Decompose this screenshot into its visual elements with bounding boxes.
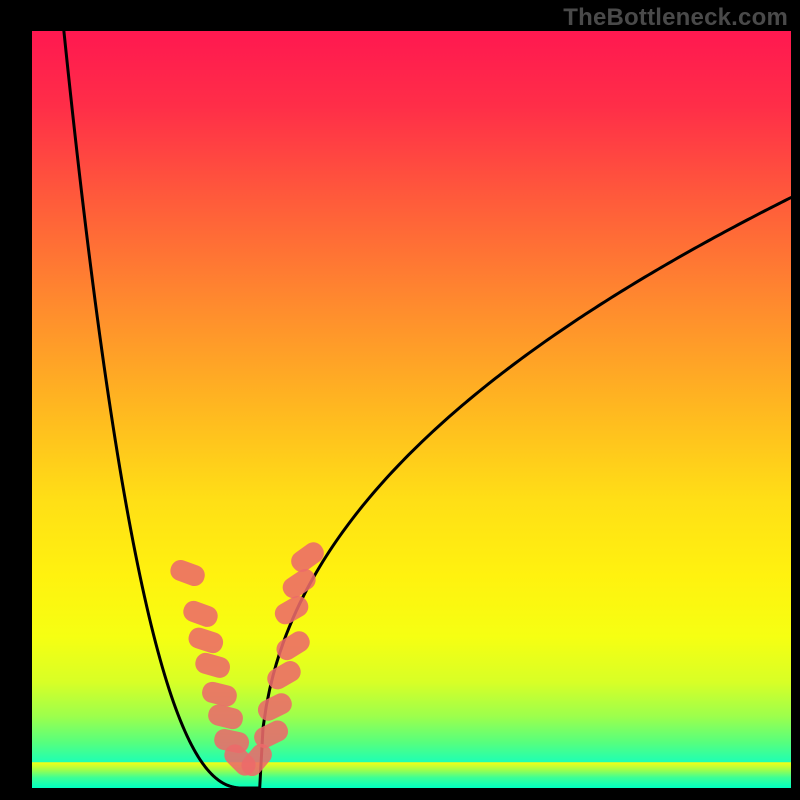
watermark-text: TheBottleneck.com	[563, 4, 788, 32]
chart-svg	[0, 0, 800, 800]
figure-root: TheBottleneck.com	[0, 0, 800, 800]
bottom-strip	[32, 762, 791, 788]
plot-bg	[32, 31, 791, 788]
